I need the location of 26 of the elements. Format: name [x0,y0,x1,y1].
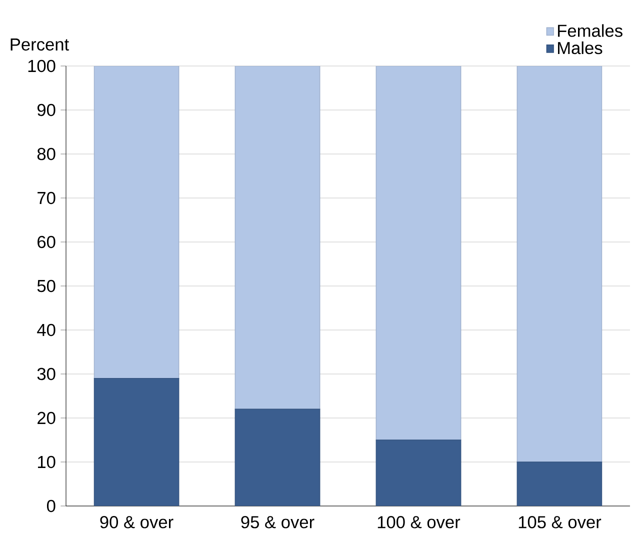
y-tick-label: 40 [37,324,56,336]
bar [516,462,602,506]
x-tick-label: 105 & over [518,516,602,528]
bar [234,408,320,506]
y-axis-title: Percent [10,38,69,51]
bar [376,440,462,506]
bar [376,66,462,440]
x-tick-label: 100 & over [378,516,460,528]
y-tick-label: 80 [37,148,56,160]
y-tick-label: 30 [37,368,56,380]
y-tick-label: 0 [46,500,56,512]
bar [94,378,180,506]
legend-label: Males [558,41,602,54]
y-tick-label: 60 [38,236,56,248]
y-tick-label: 20 [38,412,56,424]
legend-label: Females [558,24,622,37]
x-tick-label: 90 & over [100,516,174,528]
y-tick-label: 70 [38,192,56,204]
x-tick-label: 95 & over [241,516,314,528]
bar [234,66,320,410]
bar [94,66,180,379]
y-tick-label: 50 [37,280,56,292]
y-tick-label: 90 [37,104,56,116]
y-tick-label: 10 [38,456,56,468]
y-tick-label: 100 [28,60,56,72]
bar [516,66,602,462]
